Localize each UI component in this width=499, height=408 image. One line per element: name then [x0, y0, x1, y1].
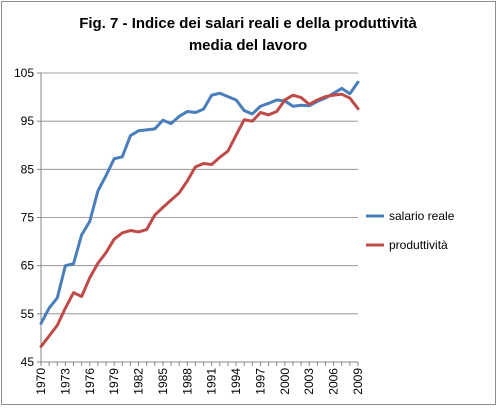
x-tick-label: 1994	[229, 368, 243, 395]
legend-label-1: produttività	[389, 238, 448, 252]
x-tick-label: 1988	[180, 368, 194, 395]
y-tick-label: 45	[21, 355, 35, 369]
series-line-1	[39, 92, 360, 349]
x-tick-label: 1979	[107, 368, 121, 395]
y-tick-label: 95	[21, 114, 35, 128]
y-tick-label: 105	[14, 66, 34, 80]
x-tick-label: 2006	[327, 368, 341, 395]
legend-label-0: salario reale	[389, 209, 455, 223]
legend: salario reale produttività	[366, 209, 455, 252]
series-lines	[39, 80, 360, 349]
x-tick-label: 1985	[156, 368, 170, 395]
series-line-0	[39, 80, 360, 325]
x-tick-label: 1991	[205, 368, 219, 395]
y-tick-label: 75	[21, 211, 35, 225]
gridlines	[41, 72, 358, 315]
y-tick-label: 55	[21, 307, 35, 321]
x-tick-label: 1970	[34, 368, 48, 395]
x-axis-ticks: 1970 1973 1976 1979 1982 1985 1988 1991 1994 1997…	[34, 362, 365, 395]
y-tick-label: 65	[21, 259, 35, 273]
x-tick-label: 2003	[302, 368, 316, 395]
x-tick-label: 2000	[278, 368, 292, 395]
y-axis-ticks: 45 55 65 75 85 95 105	[14, 66, 41, 369]
y-tick-label: 85	[21, 162, 35, 176]
chart-title-line-2: media del lavoro	[189, 37, 307, 54]
x-tick-label: 1973	[58, 368, 72, 395]
x-tick-label: 1997	[253, 368, 267, 395]
x-tick-label: 1982	[132, 368, 146, 395]
chart-title-line-1: Fig. 7 - Indice dei salari reali e della…	[79, 15, 417, 32]
x-tick-label: 1976	[83, 368, 97, 395]
x-tick-label: 2009	[351, 368, 365, 395]
